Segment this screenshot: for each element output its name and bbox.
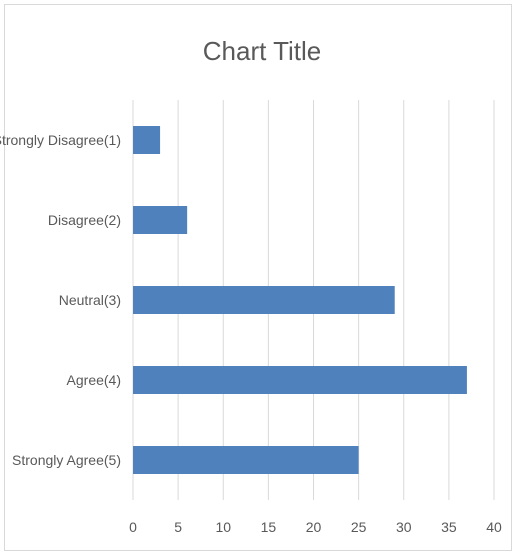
x-tick-label: 15 xyxy=(261,519,277,535)
category-label: Strongly Disagree(1) xyxy=(0,132,121,148)
x-axis-tick-labels: 0 5 10 15 20 25 30 35 40 xyxy=(129,519,502,535)
bar-0 xyxy=(133,126,161,154)
x-tick-label: 10 xyxy=(215,519,231,535)
x-tick-label: 25 xyxy=(351,519,367,535)
x-tick-label: 0 xyxy=(129,519,137,535)
bars xyxy=(133,126,467,474)
bar-4 xyxy=(133,446,359,474)
chart-title: Chart Title xyxy=(203,36,322,66)
x-tick-label: 40 xyxy=(486,519,502,535)
category-labels: Strongly Disagree(1) Disagree(2) Neutral(3… xyxy=(0,132,121,468)
bar-3 xyxy=(133,366,467,394)
category-label: Neutral(3) xyxy=(59,292,121,308)
category-label: Disagree(2) xyxy=(48,212,121,228)
x-tick-label: 30 xyxy=(396,519,412,535)
category-label: Strongly Agree(5) xyxy=(12,452,121,468)
x-tick-label: 20 xyxy=(306,519,322,535)
x-tick-label: 5 xyxy=(174,519,182,535)
bar-1 xyxy=(133,206,188,234)
category-label: Agree(4) xyxy=(67,372,121,388)
x-tick-label: 35 xyxy=(441,519,457,535)
bar-2 xyxy=(133,286,395,314)
